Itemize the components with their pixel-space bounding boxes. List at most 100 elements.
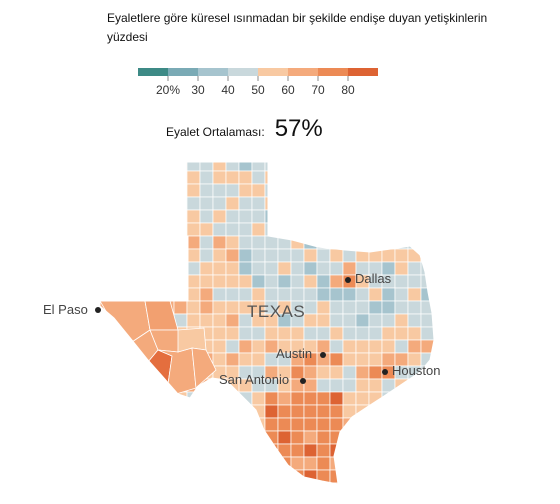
county-cell (381, 482, 396, 484)
county-cell (134, 443, 149, 458)
county-cell (134, 404, 149, 419)
county-cell (160, 404, 175, 419)
county-cell (186, 469, 201, 484)
county-cell (186, 417, 201, 432)
county-cell (433, 313, 434, 328)
county-cell (238, 287, 253, 302)
county-cell (160, 170, 175, 185)
county-cell (121, 287, 136, 302)
county-cell (100, 456, 110, 471)
county-cell (212, 235, 227, 250)
county-cell (173, 430, 188, 445)
county-cell (264, 287, 279, 302)
county-cell (199, 443, 214, 458)
county-cell (160, 391, 175, 406)
county-cell (212, 469, 227, 484)
county-cell (342, 300, 357, 315)
county-cell (186, 222, 201, 237)
county-cell (329, 456, 344, 471)
county-cell (108, 287, 123, 302)
county-cell (212, 326, 227, 341)
county-cell (407, 170, 422, 185)
county-cell (316, 222, 331, 237)
legend-swatch (198, 68, 229, 76)
legend-tick-label: 70 (311, 83, 325, 97)
county-cell (355, 365, 370, 380)
county-cell (355, 443, 370, 458)
county-cell (407, 391, 422, 406)
legend-swatch (228, 68, 259, 76)
county-cell (407, 339, 422, 354)
county-cell (160, 482, 175, 484)
county-cell (407, 300, 422, 315)
county-cell (160, 287, 175, 302)
county-cell (407, 196, 422, 211)
county-cell (355, 287, 370, 302)
city-label-dallas: Dallas (355, 271, 392, 286)
county-cell (199, 248, 214, 263)
county-cell (394, 222, 409, 237)
county-cell (199, 235, 214, 250)
county-cell (160, 430, 175, 445)
county-cell (108, 274, 123, 289)
county-cell (290, 287, 305, 302)
county-cell (186, 313, 201, 328)
county-cell (238, 391, 253, 406)
county-cell (368, 162, 383, 172)
county-cell (329, 162, 344, 172)
county-cell (147, 183, 162, 198)
county-cell (420, 378, 434, 393)
county-cell (264, 209, 279, 224)
county-cell (212, 222, 227, 237)
county-cell (225, 170, 240, 185)
county-cell (290, 183, 305, 198)
county-cell (355, 456, 370, 471)
county-cell (225, 482, 240, 484)
county-cell (381, 443, 396, 458)
county-cell (316, 209, 331, 224)
county-cell (251, 456, 266, 471)
city-marker (95, 307, 101, 313)
county-cell (212, 287, 227, 302)
state-average: Eyalet Ortalaması: 57% (166, 115, 323, 143)
county-cell (264, 443, 279, 458)
county-cell (433, 339, 434, 354)
county-cell (147, 261, 162, 276)
county-cell (108, 196, 123, 211)
county-cell (121, 482, 136, 484)
county-cell (199, 162, 214, 172)
county-cell (251, 235, 266, 250)
county-cell (251, 469, 266, 484)
county-cell (394, 391, 409, 406)
county-cell (394, 404, 409, 419)
county-cell (342, 391, 357, 406)
county-cell (108, 378, 123, 393)
county-cell (134, 209, 149, 224)
county-cell (290, 248, 305, 263)
county-cell (186, 235, 201, 250)
county-cell (277, 391, 292, 406)
county-cell (394, 443, 409, 458)
county-cell (225, 274, 240, 289)
county-cell (290, 430, 305, 445)
county-cell (277, 248, 292, 263)
county-cell (108, 222, 123, 237)
county-cell (368, 339, 383, 354)
county-cell (355, 196, 370, 211)
county-cell (108, 248, 123, 263)
county-cell (199, 482, 214, 484)
county-cell (251, 183, 266, 198)
county-cell (303, 248, 318, 263)
county-cell (303, 196, 318, 211)
county-cell (100, 391, 110, 406)
county-cell (381, 391, 396, 406)
county-cell (251, 339, 266, 354)
county-cell (303, 469, 318, 484)
county-cell (134, 183, 149, 198)
county-cell (277, 456, 292, 471)
county-cell (277, 404, 292, 419)
county-cell (147, 404, 162, 419)
county-cell (212, 417, 227, 432)
county-cell (108, 365, 123, 380)
county-cell (290, 404, 305, 419)
